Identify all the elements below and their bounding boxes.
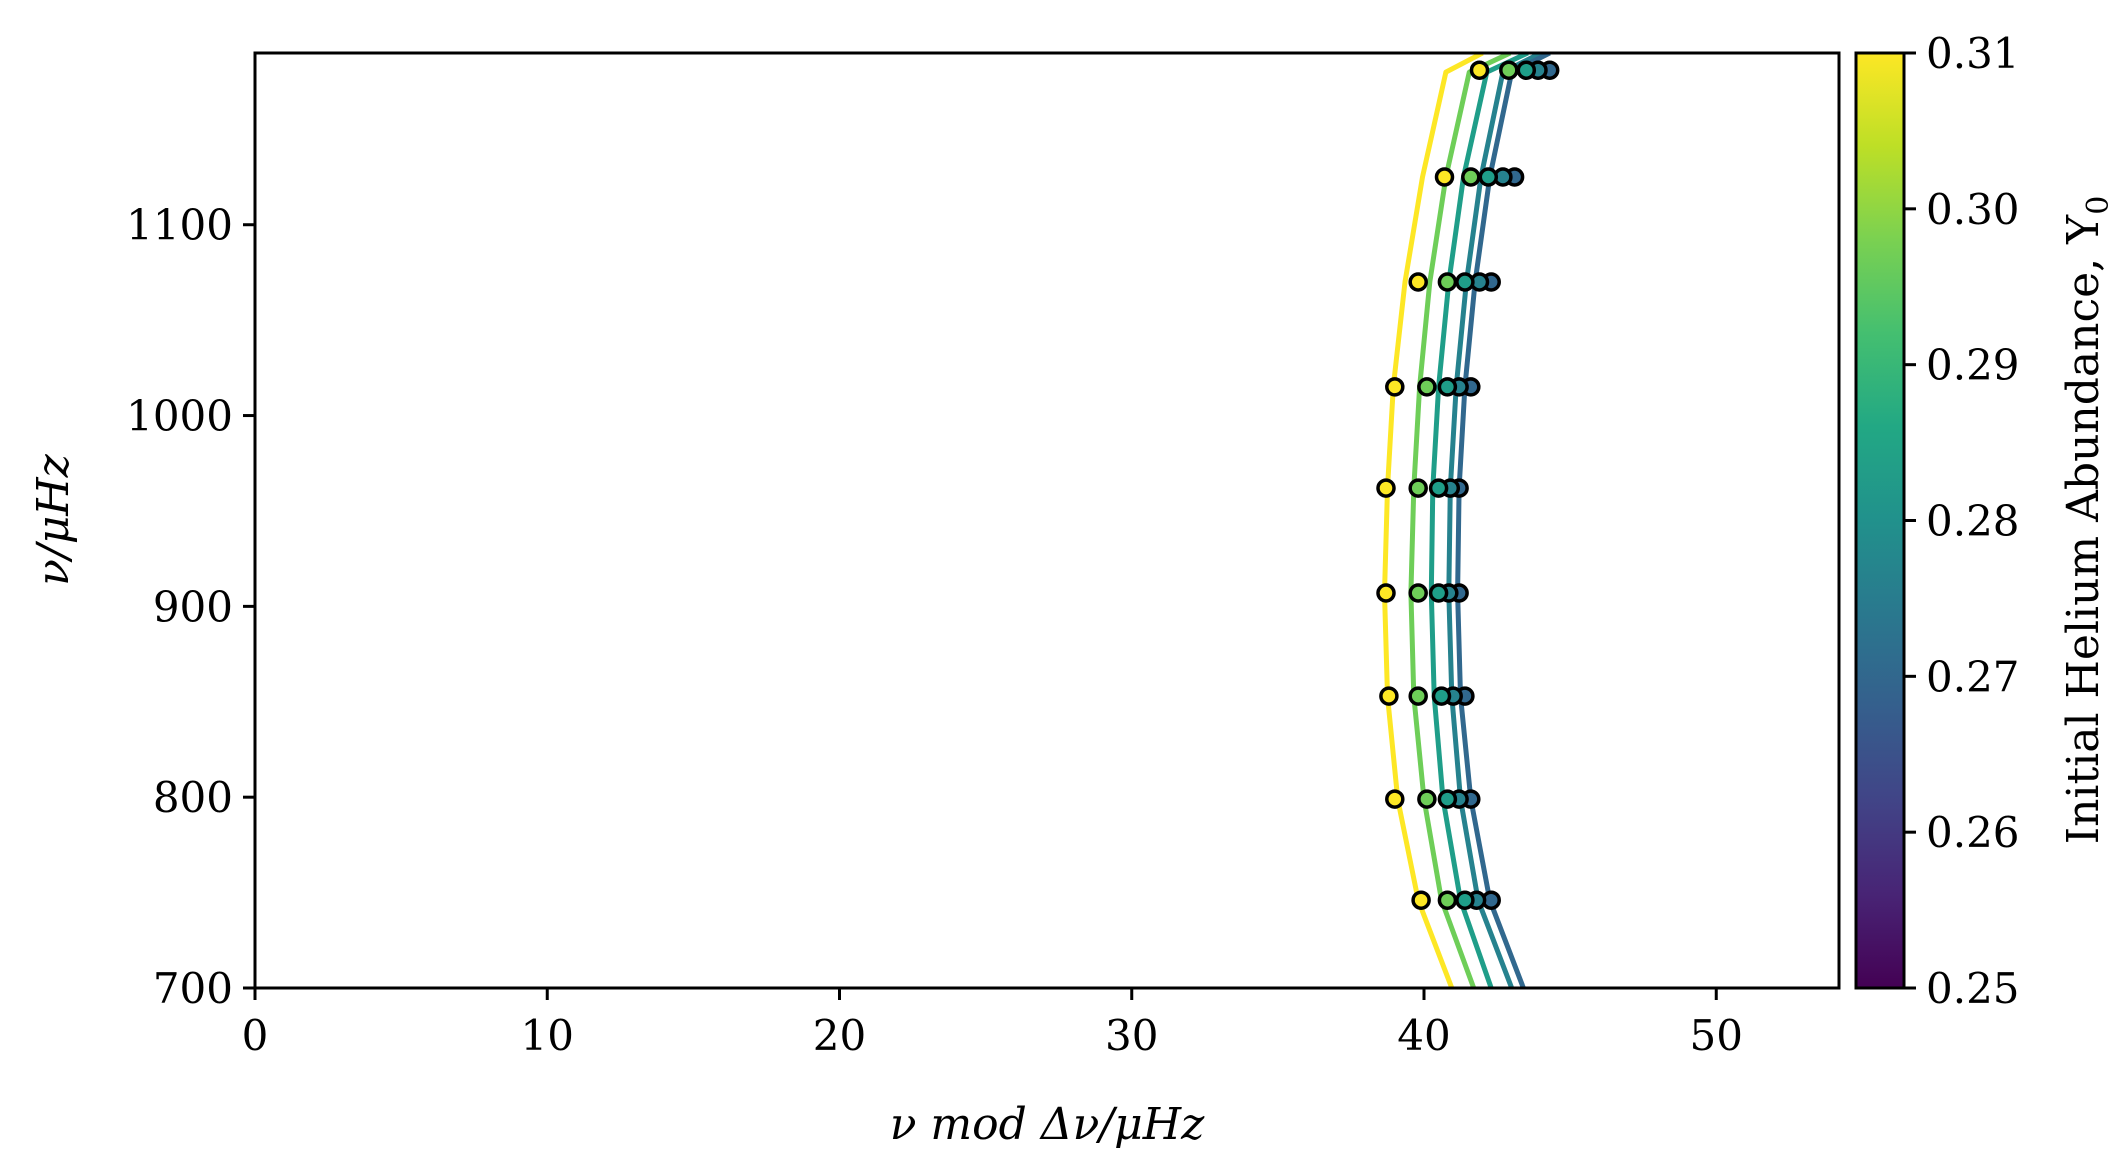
- data-point: [1417, 377, 1437, 397]
- data-point: [1434, 167, 1455, 187]
- colorbar-gradient: [1854, 51, 1906, 990]
- x-tick-label: 40: [1397, 1011, 1450, 1060]
- data-point: [1411, 890, 1431, 910]
- colorbar: 0.25 0.26 0.27 0.28 0.29 0.30 0.31 Initial Hel…: [1854, 29, 2114, 1013]
- y-tick-label: 700: [153, 964, 233, 1013]
- data-point: [1437, 377, 1458, 397]
- data-point: [1478, 167, 1499, 187]
- y-tick-label: 900: [153, 582, 233, 631]
- data-point: [1428, 478, 1449, 498]
- x-tick-label: 10: [521, 1011, 574, 1060]
- data-point: [1376, 478, 1396, 498]
- y-axis-label: ν/μHz: [28, 453, 79, 586]
- data-point: [1417, 789, 1437, 809]
- data-point: [1455, 890, 1475, 910]
- x-tick-label: 20: [813, 1011, 866, 1060]
- colorbar-tick-label: 0.30: [1926, 185, 2020, 234]
- data-point: [1379, 686, 1399, 706]
- data-point: [1461, 167, 1481, 187]
- data-point: [1499, 60, 1519, 80]
- data-point: [1437, 890, 1458, 910]
- colorbar-tick-label: 0.28: [1926, 497, 2020, 546]
- data-point: [1437, 789, 1458, 809]
- colorbar-label: Initial Helium Abundance, Y0: [2058, 196, 2114, 845]
- data-point: [1428, 583, 1449, 603]
- plot-frame: [253, 51, 1841, 990]
- x-axis-label: ν mod Δν/μHz: [890, 1099, 1205, 1150]
- y-tick-label: 1000: [126, 392, 233, 441]
- data-point: [1408, 478, 1428, 498]
- x-tick-label: 50: [1690, 1011, 1743, 1060]
- y-tick-label: 800: [153, 773, 233, 822]
- data-point: [1408, 272, 1428, 292]
- data-point: [1455, 272, 1475, 292]
- x-tick-label: 30: [1105, 1011, 1158, 1060]
- data-point: [1408, 583, 1428, 603]
- data-point: [1385, 789, 1405, 809]
- colorbar-tick-label: 0.27: [1926, 652, 2020, 701]
- data-point: [1408, 686, 1428, 706]
- data-point: [1385, 377, 1405, 397]
- colorbar-tick-label: 0.25: [1926, 964, 2020, 1013]
- data-point: [1516, 60, 1537, 80]
- plot-area: 0 10 20 30 40 50 700 800 900 1000 1100: [126, 51, 1841, 1060]
- y-tick-label: 1100: [126, 201, 233, 250]
- colorbar-tick-label: 0.29: [1926, 341, 2020, 390]
- data-point: [1469, 60, 1490, 80]
- x-tick-label: 0: [242, 1011, 269, 1060]
- data-point: [1431, 686, 1452, 706]
- colorbar-tick-label: 0.31: [1926, 29, 2020, 78]
- data-point: [1437, 272, 1458, 292]
- colorbar-tick-label: 0.26: [1926, 808, 2020, 857]
- data-point: [1376, 583, 1396, 603]
